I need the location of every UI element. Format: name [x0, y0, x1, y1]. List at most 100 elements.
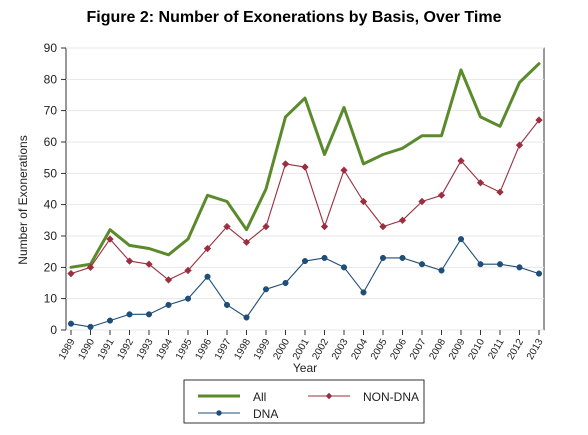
- data-point-dna: [67, 320, 75, 327]
- data-point-dna: [145, 311, 153, 318]
- data-point-dna: [243, 314, 250, 321]
- legend-marker-dna: [216, 410, 222, 416]
- legend-frame: [183, 379, 425, 424]
- x-tick-label: 2006: [388, 337, 409, 362]
- y-tick-label: 50: [44, 166, 58, 180]
- chart-title: Figure 2: Number of Exonerations by Basi…: [87, 9, 502, 26]
- data-point-non-dna: [262, 222, 270, 231]
- data-point-dna: [399, 254, 406, 261]
- x-tick-label: 1991: [96, 337, 117, 362]
- data-point-dna: [126, 311, 133, 318]
- x-tick-label: 1994: [154, 337, 175, 362]
- data-point-non-dna: [203, 244, 212, 253]
- data-point-non-dna: [86, 263, 95, 272]
- y-tick-label: 20: [44, 260, 58, 274]
- data-point-dna: [262, 286, 270, 293]
- data-point-dna: [457, 236, 465, 243]
- y-tick-label: 80: [44, 72, 58, 86]
- data-point-dna: [360, 289, 367, 296]
- data-point-non-dna: [359, 197, 368, 206]
- data-point-non-dna: [535, 116, 543, 124]
- data-point-non-dna: [67, 269, 75, 278]
- x-axis-label: Year: [293, 361, 317, 375]
- data-point-dna: [418, 261, 426, 268]
- x-tick-label: 1997: [213, 337, 234, 362]
- plot-area: 0 10 20 30 40 50 60 70 80 90 19891990199119921993…: [44, 41, 546, 362]
- x-tick-label: 2010: [466, 337, 487, 362]
- data-point-non-dna: [515, 141, 524, 149]
- data-point-non-dna: [320, 222, 329, 231]
- legend-label-all: All: [253, 390, 266, 404]
- x-tick-label: 2000: [271, 337, 292, 362]
- data-point-dna: [535, 270, 543, 277]
- data-point-dna: [340, 264, 348, 271]
- y-tick-label: 40: [44, 198, 58, 212]
- data-point-dna: [184, 295, 192, 302]
- x-tick-label: 2003: [330, 337, 351, 362]
- data-point-non-dna: [418, 197, 426, 206]
- data-point-non-dna: [379, 222, 387, 231]
- data-point-dna: [223, 301, 231, 308]
- x-tick-label: 2012: [505, 337, 526, 362]
- data-point-non-dna: [340, 166, 348, 174]
- x-tick-label: 2007: [408, 337, 429, 362]
- x-tick-label: 2013: [525, 337, 546, 362]
- data-point-dna: [438, 267, 445, 274]
- legend-label-non-dna: NON-DNA: [363, 390, 419, 404]
- data-point-non-dna: [457, 157, 465, 165]
- data-point-dna: [282, 279, 289, 287]
- y-axis: 0 10 20 30 40 50 60 70 80 90: [44, 41, 66, 337]
- plot-frame: [65, 47, 545, 331]
- series-all: [69, 62, 541, 269]
- x-tick-label: 1989: [57, 337, 78, 362]
- x-tick-label: 1996: [193, 337, 214, 362]
- y-axis-label: Number of Exonerations: [16, 135, 30, 264]
- gridlines: [66, 47, 544, 331]
- y-tick-label: 90: [44, 41, 58, 55]
- legend-item-dna: DNA: [198, 407, 278, 421]
- x-tick-label: 1990: [76, 337, 97, 362]
- legend-items: All NON-DNA DNA: [198, 390, 419, 421]
- x-tick-label: 2009: [447, 337, 468, 362]
- data-point-dna: [301, 258, 309, 265]
- data-point-dna: [204, 273, 211, 280]
- data-point-non-dna: [125, 257, 134, 265]
- data-point-non-dna: [301, 163, 309, 171]
- data-point-non-dna: [164, 276, 173, 284]
- data-point-dna: [87, 323, 94, 330]
- x-tick-label: 2005: [369, 337, 390, 362]
- series-dna: [67, 236, 543, 330]
- y-tick-label: 10: [44, 292, 58, 306]
- data-point-non-dna: [106, 235, 114, 243]
- series-non-dna: [67, 116, 543, 284]
- data-point-dna: [321, 254, 328, 261]
- data-point-non-dna: [476, 178, 485, 187]
- data-point-non-dna: [242, 238, 251, 247]
- x-tick-label: 2001: [291, 337, 312, 362]
- x-tick-label: 1992: [115, 337, 136, 362]
- data-point-dna: [516, 264, 523, 271]
- y-tick-label: 60: [44, 135, 58, 149]
- x-tick-label: 2011: [486, 337, 506, 362]
- series-line-all: [69, 62, 541, 269]
- x-tick-label: 1999: [252, 337, 273, 362]
- x-tick-label: 2002: [310, 337, 331, 362]
- legend-label-dna: DNA: [253, 407, 278, 421]
- y-tick-label: 0: [50, 323, 57, 337]
- x-tick-label: 1993: [135, 337, 156, 362]
- y-tick-label: 70: [44, 104, 58, 118]
- data-point-non-dna: [184, 266, 192, 275]
- data-point-dna: [106, 317, 114, 324]
- data-point-dna: [379, 254, 387, 261]
- data-point-non-dna: [437, 191, 446, 200]
- data-point-dna: [165, 301, 172, 308]
- data-point-non-dna: [145, 260, 153, 268]
- data-point-non-dna: [281, 160, 290, 168]
- x-tick-label: 2004: [349, 337, 370, 362]
- legend-item-non-dna: NON-DNA: [308, 390, 419, 404]
- legend-marker-non-dna: [325, 392, 333, 400]
- data-point-dna: [477, 261, 484, 268]
- legend-item-all: All: [198, 390, 266, 404]
